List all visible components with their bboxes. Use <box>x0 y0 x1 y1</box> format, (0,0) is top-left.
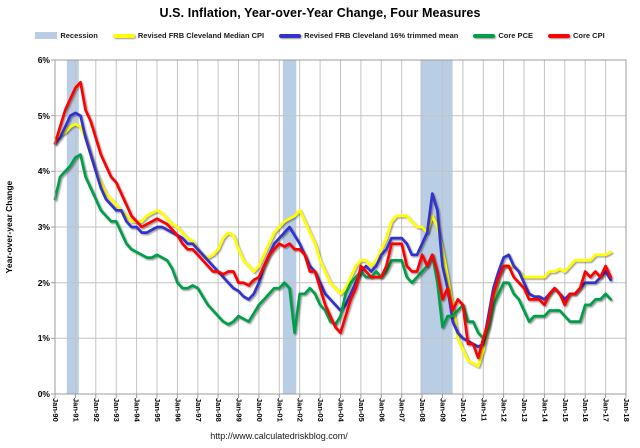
x-tick-label: Jan-92 <box>91 398 101 422</box>
x-tick-label: Jan-15 <box>560 398 570 422</box>
x-tick-label: Jan-10 <box>458 398 468 422</box>
x-tick-label: Jan-18 <box>622 398 631 422</box>
x-tick-label: Jan-09 <box>438 398 448 422</box>
plot-border <box>54 59 627 395</box>
x-tick-label: Jan-04 <box>336 398 346 422</box>
recession-swatch <box>35 32 58 39</box>
legend-item-median-cpi: Revised FRB Cleveland Median CPI <box>112 31 265 40</box>
legend-item-recession: Recession <box>35 31 98 40</box>
x-tick-label: Jan-98 <box>214 398 224 422</box>
x-tick-label: Jan-17 <box>601 398 611 422</box>
x-tick-label: Jan-94 <box>132 398 142 422</box>
legend-item-trimmed-mean: Revised FRB Cleveland 16% trimmed mean <box>279 31 458 40</box>
x-tick-label: Jan-01 <box>275 398 285 422</box>
core-pce-swatch <box>473 33 496 38</box>
trimmed-mean-swatch <box>279 33 302 38</box>
legend-label: Revised FRB Cleveland Median CPI <box>137 31 265 40</box>
legend-label: Revised FRB Cleveland 16% trimmed mean <box>304 31 459 40</box>
series-line-core-cpi <box>53 80 613 360</box>
core-cpi-swatch <box>547 33 570 38</box>
x-tick-label: Jan-99 <box>234 398 244 422</box>
x-tick-label: Jan-14 <box>540 398 550 422</box>
footer-url: http://www.calculatedriskblog.com/ <box>210 431 348 441</box>
series-line-revised-frb-cleveland-median-cpi <box>53 122 613 368</box>
x-tick-label: Jan-00 <box>254 398 264 422</box>
x-tick-label: Jan-12 <box>499 398 509 422</box>
y-axis-title: Year-over-year Change <box>4 180 14 274</box>
y-tick-label: 1% <box>37 333 50 344</box>
x-tick-label: Jan-96 <box>173 398 183 422</box>
x-tick-label: Jan-06 <box>377 398 387 422</box>
y-tick-label: 2% <box>37 277 50 288</box>
y-tick-label: 4% <box>37 166 50 177</box>
legend-label: Recession <box>60 31 98 40</box>
x-tick-label: Jan-02 <box>295 398 305 422</box>
series-line-revised-frb-cleveland-16-trimmed-mean <box>53 111 613 349</box>
x-tick-label: Jan-07 <box>397 398 407 422</box>
x-tick-label: Jan-13 <box>520 398 530 422</box>
median-cpi-swatch <box>112 33 135 38</box>
legend: Recession Revised FRB Cleveland Median C… <box>0 31 640 40</box>
legend-item-core-pce: Core PCE <box>473 31 533 40</box>
legend-label: Core PCE <box>498 31 533 40</box>
legend-label: Core CPI <box>572 31 605 40</box>
x-tick-label: Jan-91 <box>71 398 81 422</box>
x-tick-label: Jan-03 <box>316 398 326 422</box>
x-tick-label: Jan-11 <box>479 398 489 422</box>
y-tick-label: 6% <box>37 55 50 65</box>
legend-item-core-cpi: Core CPI <box>547 31 605 40</box>
y-tick-label: 0% <box>37 389 50 399</box>
chart-title: U.S. Inflation, Year-over-Year Change, F… <box>159 6 481 20</box>
x-tick-label: Jan-97 <box>193 398 203 422</box>
y-tick-label: 5% <box>37 110 50 121</box>
x-tick-label: Jan-93 <box>112 398 122 422</box>
x-tick-label: Jan-95 <box>152 398 162 422</box>
y-tick-label: 3% <box>37 222 50 232</box>
x-tick-label: Jan-90 <box>51 398 60 422</box>
series-line-core-pce <box>53 153 613 340</box>
x-tick-label: Jan-08 <box>418 398 428 422</box>
x-tick-label: Jan-16 <box>581 398 591 422</box>
x-tick-label: Jan-05 <box>356 398 366 422</box>
